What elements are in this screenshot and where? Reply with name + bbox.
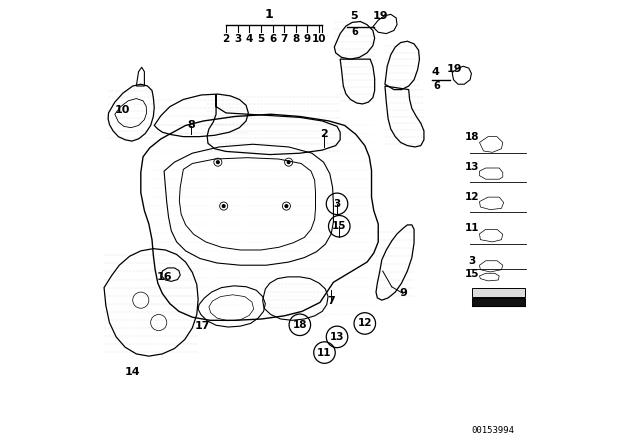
Text: 5: 5 xyxy=(350,11,357,21)
Text: 6: 6 xyxy=(433,81,440,91)
Text: 7: 7 xyxy=(327,296,335,306)
Text: 15: 15 xyxy=(465,269,479,279)
Polygon shape xyxy=(472,288,525,297)
Text: 18: 18 xyxy=(465,132,479,142)
Text: 3: 3 xyxy=(468,256,476,266)
Text: 4: 4 xyxy=(246,34,253,44)
Text: 10: 10 xyxy=(312,34,326,44)
Text: 10: 10 xyxy=(115,105,130,115)
Text: 1: 1 xyxy=(264,8,273,21)
Text: 15: 15 xyxy=(332,221,346,231)
Text: 6: 6 xyxy=(351,27,358,37)
Text: 16: 16 xyxy=(156,272,172,282)
Text: 3: 3 xyxy=(234,34,241,44)
Circle shape xyxy=(285,205,288,207)
Text: 00153994: 00153994 xyxy=(471,426,514,435)
Text: 2: 2 xyxy=(222,34,230,44)
Text: 11: 11 xyxy=(317,348,332,358)
Text: 13: 13 xyxy=(465,162,479,172)
Text: 17: 17 xyxy=(195,321,210,331)
Text: 11: 11 xyxy=(465,224,479,233)
Circle shape xyxy=(287,161,290,164)
Text: 9: 9 xyxy=(304,34,311,44)
Text: 12: 12 xyxy=(358,319,372,328)
Text: 4: 4 xyxy=(431,67,440,77)
Circle shape xyxy=(222,205,225,207)
Text: 9: 9 xyxy=(399,289,407,298)
Circle shape xyxy=(216,161,220,164)
Text: 5: 5 xyxy=(257,34,264,44)
Text: 2: 2 xyxy=(321,129,328,139)
Text: 19: 19 xyxy=(372,11,388,21)
Text: 14: 14 xyxy=(125,367,141,377)
Text: 18: 18 xyxy=(292,320,307,330)
Text: 7: 7 xyxy=(280,34,288,44)
Text: 3: 3 xyxy=(333,199,340,209)
Text: 8: 8 xyxy=(188,121,195,130)
Text: 13: 13 xyxy=(330,332,344,342)
Text: 19: 19 xyxy=(447,65,462,74)
Text: 8: 8 xyxy=(292,34,300,44)
Text: 6: 6 xyxy=(269,34,276,44)
Text: 12: 12 xyxy=(465,192,479,202)
Polygon shape xyxy=(472,298,525,306)
